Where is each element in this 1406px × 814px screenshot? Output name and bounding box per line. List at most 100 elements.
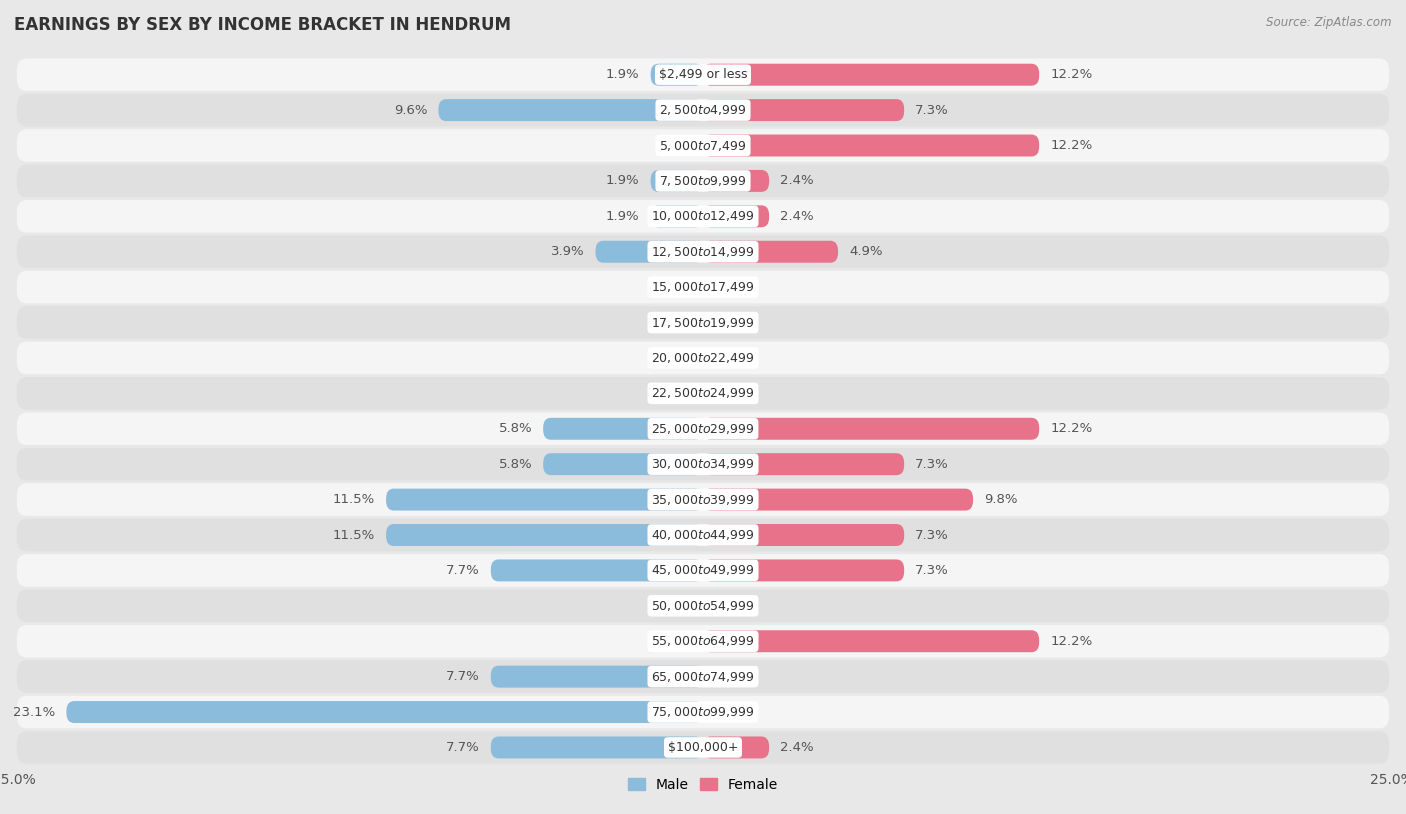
- FancyBboxPatch shape: [703, 170, 769, 192]
- Text: $35,000 to $39,999: $35,000 to $39,999: [651, 492, 755, 506]
- Text: 7.7%: 7.7%: [446, 670, 479, 683]
- Text: 0.0%: 0.0%: [717, 387, 751, 400]
- FancyBboxPatch shape: [543, 418, 703, 440]
- Legend: Male, Female: Male, Female: [623, 772, 783, 797]
- Text: 1.9%: 1.9%: [606, 68, 640, 81]
- FancyBboxPatch shape: [17, 306, 1389, 339]
- Text: 0.0%: 0.0%: [655, 599, 689, 612]
- Text: 7.7%: 7.7%: [446, 741, 479, 754]
- Text: $25,000 to $29,999: $25,000 to $29,999: [651, 422, 755, 435]
- Text: 7.3%: 7.3%: [915, 103, 949, 116]
- Text: 7.3%: 7.3%: [915, 457, 949, 470]
- FancyBboxPatch shape: [66, 701, 703, 723]
- FancyBboxPatch shape: [17, 660, 1389, 693]
- Text: 12.2%: 12.2%: [1050, 139, 1092, 152]
- Text: $20,000 to $22,499: $20,000 to $22,499: [651, 351, 755, 365]
- FancyBboxPatch shape: [17, 94, 1389, 126]
- FancyBboxPatch shape: [651, 170, 703, 192]
- Text: 12.2%: 12.2%: [1050, 635, 1092, 648]
- Text: $75,000 to $99,999: $75,000 to $99,999: [651, 705, 755, 719]
- Text: $12,500 to $14,999: $12,500 to $14,999: [651, 245, 755, 259]
- Text: 0.0%: 0.0%: [655, 281, 689, 294]
- Text: 0.0%: 0.0%: [717, 670, 751, 683]
- FancyBboxPatch shape: [17, 377, 1389, 409]
- FancyBboxPatch shape: [491, 737, 703, 759]
- Text: $15,000 to $17,499: $15,000 to $17,499: [651, 280, 755, 294]
- FancyBboxPatch shape: [17, 200, 1389, 233]
- Text: $22,500 to $24,999: $22,500 to $24,999: [651, 387, 755, 400]
- Text: 0.0%: 0.0%: [655, 387, 689, 400]
- FancyBboxPatch shape: [703, 241, 838, 263]
- FancyBboxPatch shape: [17, 519, 1389, 551]
- FancyBboxPatch shape: [17, 448, 1389, 480]
- Text: $30,000 to $34,999: $30,000 to $34,999: [651, 457, 755, 471]
- Text: $5,000 to $7,499: $5,000 to $7,499: [659, 138, 747, 152]
- Text: $7,500 to $9,999: $7,500 to $9,999: [659, 174, 747, 188]
- Text: $45,000 to $49,999: $45,000 to $49,999: [651, 563, 755, 577]
- Text: 0.0%: 0.0%: [717, 316, 751, 329]
- FancyBboxPatch shape: [17, 59, 1389, 91]
- Text: 1.9%: 1.9%: [606, 210, 640, 223]
- Text: 12.2%: 12.2%: [1050, 68, 1092, 81]
- Text: 0.0%: 0.0%: [717, 706, 751, 719]
- Text: EARNINGS BY SEX BY INCOME BRACKET IN HENDRUM: EARNINGS BY SEX BY INCOME BRACKET IN HEN…: [14, 16, 510, 34]
- Text: 2.4%: 2.4%: [780, 741, 814, 754]
- FancyBboxPatch shape: [703, 99, 904, 121]
- Text: 11.5%: 11.5%: [333, 528, 375, 541]
- Text: $2,499 or less: $2,499 or less: [659, 68, 747, 81]
- Text: 3.9%: 3.9%: [551, 245, 585, 258]
- FancyBboxPatch shape: [17, 625, 1389, 658]
- FancyBboxPatch shape: [703, 737, 769, 759]
- Text: $2,500 to $4,999: $2,500 to $4,999: [659, 103, 747, 117]
- Text: 9.6%: 9.6%: [394, 103, 427, 116]
- FancyBboxPatch shape: [17, 271, 1389, 304]
- Text: Source: ZipAtlas.com: Source: ZipAtlas.com: [1267, 16, 1392, 29]
- FancyBboxPatch shape: [17, 413, 1389, 445]
- FancyBboxPatch shape: [703, 559, 904, 581]
- FancyBboxPatch shape: [703, 630, 1039, 652]
- Text: $40,000 to $44,999: $40,000 to $44,999: [651, 528, 755, 542]
- Text: $100,000+: $100,000+: [668, 741, 738, 754]
- Text: $17,500 to $19,999: $17,500 to $19,999: [651, 316, 755, 330]
- FancyBboxPatch shape: [651, 205, 703, 227]
- Text: 2.4%: 2.4%: [780, 174, 814, 187]
- FancyBboxPatch shape: [17, 696, 1389, 729]
- Text: $10,000 to $12,499: $10,000 to $12,499: [651, 209, 755, 223]
- FancyBboxPatch shape: [703, 63, 1039, 85]
- FancyBboxPatch shape: [703, 524, 904, 546]
- FancyBboxPatch shape: [703, 453, 904, 475]
- FancyBboxPatch shape: [17, 129, 1389, 162]
- FancyBboxPatch shape: [17, 554, 1389, 587]
- FancyBboxPatch shape: [387, 524, 703, 546]
- FancyBboxPatch shape: [387, 488, 703, 510]
- FancyBboxPatch shape: [543, 453, 703, 475]
- FancyBboxPatch shape: [17, 484, 1389, 516]
- Text: 11.5%: 11.5%: [333, 493, 375, 506]
- FancyBboxPatch shape: [703, 488, 973, 510]
- Text: 12.2%: 12.2%: [1050, 422, 1092, 435]
- Text: 1.9%: 1.9%: [606, 174, 640, 187]
- Text: 5.8%: 5.8%: [499, 422, 531, 435]
- FancyBboxPatch shape: [703, 134, 1039, 156]
- FancyBboxPatch shape: [17, 731, 1389, 764]
- FancyBboxPatch shape: [491, 559, 703, 581]
- Text: $55,000 to $64,999: $55,000 to $64,999: [651, 634, 755, 648]
- FancyBboxPatch shape: [17, 342, 1389, 374]
- FancyBboxPatch shape: [17, 235, 1389, 268]
- Text: 23.1%: 23.1%: [13, 706, 55, 719]
- Text: 7.7%: 7.7%: [446, 564, 479, 577]
- Text: 9.8%: 9.8%: [984, 493, 1018, 506]
- FancyBboxPatch shape: [17, 589, 1389, 622]
- Text: 0.0%: 0.0%: [655, 352, 689, 365]
- Text: 0.0%: 0.0%: [655, 635, 689, 648]
- Text: 4.9%: 4.9%: [849, 245, 883, 258]
- Text: 0.0%: 0.0%: [717, 352, 751, 365]
- FancyBboxPatch shape: [703, 418, 1039, 440]
- Text: 7.3%: 7.3%: [915, 528, 949, 541]
- FancyBboxPatch shape: [596, 241, 703, 263]
- Text: 7.3%: 7.3%: [915, 564, 949, 577]
- Text: 0.0%: 0.0%: [717, 599, 751, 612]
- Text: $50,000 to $54,999: $50,000 to $54,999: [651, 599, 755, 613]
- Text: 2.4%: 2.4%: [780, 210, 814, 223]
- FancyBboxPatch shape: [491, 666, 703, 688]
